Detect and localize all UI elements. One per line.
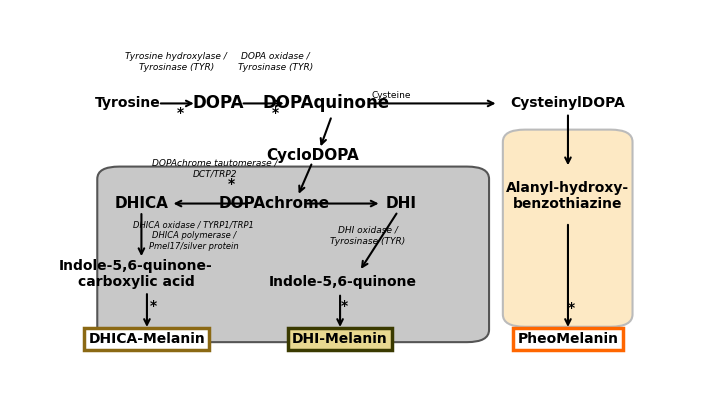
Text: CycloDOPA: CycloDOPA xyxy=(266,148,359,163)
Text: DHI: DHI xyxy=(385,196,417,211)
Text: DOPA oxidase /
Tyrosinase (TYR): DOPA oxidase / Tyrosinase (TYR) xyxy=(238,52,313,72)
Text: DOPAchrome tautomerase /
DCT/TRP2: DOPAchrome tautomerase / DCT/TRP2 xyxy=(152,158,278,178)
Text: DHI-Melanin: DHI-Melanin xyxy=(292,332,388,346)
Text: DOPAquinone: DOPAquinone xyxy=(263,94,390,112)
Text: *: * xyxy=(567,301,575,315)
Text: DHICA: DHICA xyxy=(115,196,168,211)
Text: *: * xyxy=(177,106,184,120)
Text: *: * xyxy=(228,177,235,191)
Text: DHICA-Melanin: DHICA-Melanin xyxy=(88,332,205,346)
Text: Tyrosine hydroxylase /
Tyrosinase (TYR): Tyrosine hydroxylase / Tyrosinase (TYR) xyxy=(125,52,227,72)
Text: Indole-5,6-quinone-
carboxylic acid: Indole-5,6-quinone- carboxylic acid xyxy=(59,259,213,290)
Text: DOPA: DOPA xyxy=(193,94,244,112)
Text: DOPAchrome: DOPAchrome xyxy=(219,196,330,211)
Text: Indole-5,6-quinone: Indole-5,6-quinone xyxy=(269,275,417,289)
Text: PheoMelanin: PheoMelanin xyxy=(518,332,619,346)
FancyBboxPatch shape xyxy=(503,130,632,327)
Text: DHICA oxidase / TYRP1/TRP1
DHICA polymerase /
Pmel17/silver protein: DHICA oxidase / TYRP1/TRP1 DHICA polymer… xyxy=(133,220,254,252)
Text: *: * xyxy=(150,299,157,313)
Text: CysteinylDOPA: CysteinylDOPA xyxy=(511,96,625,110)
FancyBboxPatch shape xyxy=(98,166,489,342)
Text: Alanyl-hydroxy-
benzothiazine: Alanyl-hydroxy- benzothiazine xyxy=(506,181,629,211)
Text: *: * xyxy=(272,106,279,120)
Text: *: * xyxy=(340,299,347,313)
Text: DHI oxidase /
Tyrosinase (TYR): DHI oxidase / Tyrosinase (TYR) xyxy=(330,226,405,246)
Text: Cysteine: Cysteine xyxy=(372,91,411,100)
Text: Tyrosine: Tyrosine xyxy=(95,96,160,110)
